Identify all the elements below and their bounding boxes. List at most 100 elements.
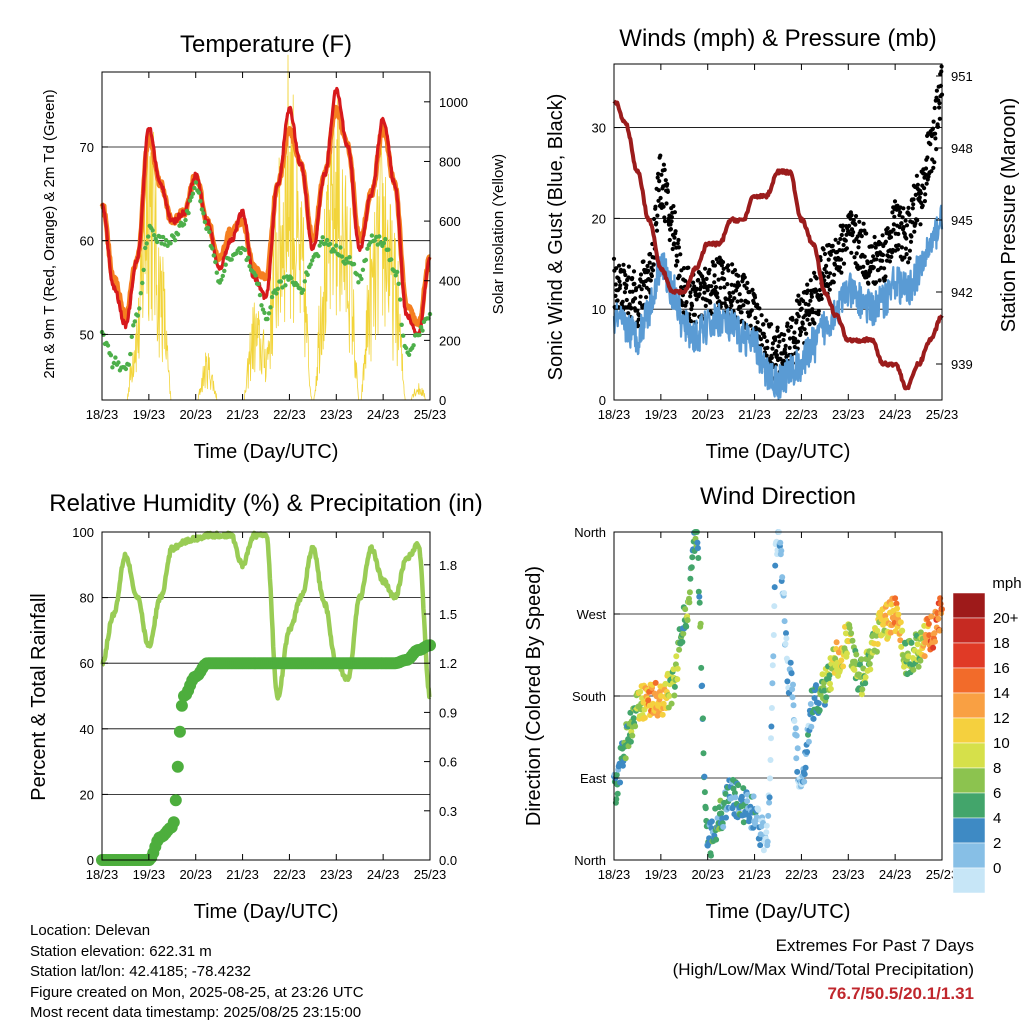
gust-point: [869, 244, 875, 249]
y2-tick-label: 1.2: [439, 656, 457, 671]
direction-point: [846, 625, 853, 631]
gust-point: [703, 266, 708, 271]
gust-point: [663, 178, 668, 183]
gust-point: [861, 264, 866, 269]
direction-point: [936, 627, 943, 634]
gust-point: [877, 278, 882, 283]
direction-point: [778, 547, 785, 554]
gust-point: [853, 222, 858, 227]
gust-point: [892, 214, 897, 219]
gust-point: [774, 349, 779, 354]
direction-point: [746, 814, 753, 821]
gust-point: [814, 276, 819, 281]
direction-point: [873, 632, 880, 639]
dewpoint-point: [137, 306, 142, 311]
direction-point: [684, 617, 691, 624]
dewpoint-point: [160, 234, 166, 240]
direction-point: [801, 778, 808, 785]
gust-point: [922, 186, 927, 191]
direction-point: [763, 822, 770, 829]
x-tick-label: 18/23: [86, 867, 119, 882]
gust-point: [897, 225, 902, 230]
dewpoint-point: [332, 249, 337, 254]
gust-point: [734, 288, 739, 293]
direction-point: [613, 796, 620, 803]
gust-point: [923, 192, 928, 197]
gust-point: [669, 219, 674, 224]
gust-point: [757, 306, 762, 311]
dewpoint-point: [143, 245, 148, 251]
gust-point: [758, 337, 764, 342]
dewpoint-point: [363, 257, 369, 263]
gust-point: [630, 276, 635, 281]
gust-point: [838, 236, 843, 242]
gust-point: [910, 206, 915, 211]
direction-point: [808, 723, 815, 730]
gust-point: [935, 124, 941, 129]
direction-point: [867, 666, 874, 673]
dewpoint-point: [347, 255, 352, 260]
dewpoint-point: [247, 264, 252, 269]
x-tick-label: 21/23: [738, 407, 771, 422]
direction-point: [937, 600, 944, 607]
y-tick-label: West: [577, 607, 607, 622]
direction-point: [689, 554, 696, 561]
direction-point: [768, 723, 775, 730]
direction-point: [696, 593, 703, 600]
gust-point: [671, 204, 676, 209]
gust-point: [827, 287, 832, 292]
gust-point: [849, 213, 854, 218]
gust-point: [658, 153, 663, 158]
direction-point: [766, 794, 773, 801]
direction-point: [894, 605, 900, 612]
gust-point: [933, 136, 938, 141]
dewpoint-point: [223, 262, 228, 267]
direction-point: [895, 611, 902, 618]
direction-point: [921, 653, 928, 660]
x-tick-label: 20/23: [179, 407, 212, 422]
gust-point: [622, 269, 627, 274]
legend-label: 10: [993, 735, 1010, 752]
y2-tick-label: 0.9: [439, 705, 457, 720]
direction-point: [897, 637, 904, 644]
x-tick-label: 18/23: [598, 867, 631, 882]
y-tick-label: 10: [592, 302, 606, 317]
gust-point: [662, 215, 667, 220]
y2-tick-label: 948: [951, 141, 973, 156]
dewpoint-point: [207, 229, 212, 235]
x-tick-label: 19/23: [645, 867, 678, 882]
direction-point: [910, 666, 917, 673]
dewpoint-point: [198, 199, 203, 204]
dewpoint-point: [266, 311, 272, 316]
gust-point: [725, 282, 730, 287]
direction-point: [697, 620, 704, 627]
dewpoint-point: [181, 222, 187, 227]
dewpoint-point: [320, 235, 325, 240]
direction-point: [794, 745, 801, 752]
gust-point: [726, 263, 731, 268]
dewpoint-point: [214, 270, 219, 275]
gust-point: [775, 328, 780, 333]
dewpoint-point: [381, 240, 386, 246]
gust-point: [655, 213, 660, 218]
direction-point: [738, 793, 745, 800]
direction-title: Wind Direction: [700, 483, 856, 510]
dewpoint-point: [229, 257, 234, 262]
gust-point: [880, 252, 886, 258]
direction-point: [810, 715, 817, 722]
dewpoint-point: [327, 241, 333, 247]
x-tick-label: 25/23: [926, 407, 959, 422]
direction-point: [784, 678, 791, 685]
gust-point: [814, 288, 819, 294]
gust-point: [676, 245, 682, 250]
direction-point: [770, 653, 777, 660]
gust-point: [914, 173, 920, 178]
dewpoint-point: [359, 276, 364, 282]
gust-point: [676, 237, 681, 243]
gust-point: [909, 234, 914, 239]
direction-point: [789, 686, 796, 693]
legend-label: 0: [993, 860, 1001, 877]
gust-point: [805, 282, 810, 287]
dewpoint-point: [399, 322, 404, 327]
dewpoint-point: [324, 237, 330, 243]
